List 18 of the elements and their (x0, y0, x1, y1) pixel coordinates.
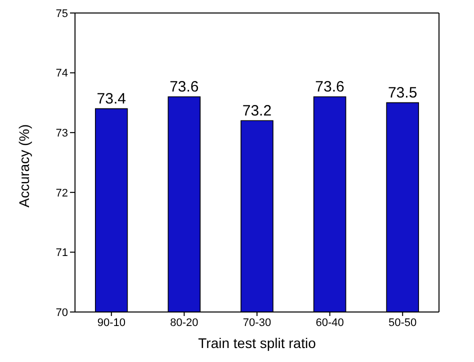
data-label: 73.2 (242, 102, 272, 120)
y-axis-title: Accuracy (%) (16, 124, 32, 208)
data-label: 73.6 (315, 78, 344, 96)
data-label: 73.5 (388, 84, 418, 102)
x-tick-label: 90-10 (97, 316, 126, 329)
x-axis-title: Train test split ratio (198, 335, 316, 351)
data-label: 73.6 (170, 78, 199, 96)
x-tick-label: 80-20 (170, 316, 198, 329)
x-tick-label: 70-30 (242, 316, 272, 329)
y-tick-label: 75 (56, 8, 68, 20)
x-tick-label: 60-40 (316, 316, 344, 329)
data-label: 73.4 (96, 90, 126, 108)
y-tick-label: 70 (56, 306, 68, 319)
y-tick-label: 71 (56, 247, 68, 260)
y-tick-label: 74 (56, 68, 68, 80)
x-tick-label: 50-50 (388, 316, 417, 329)
y-tick-label: 73 (56, 128, 68, 140)
y-tick-label: 72 (56, 187, 68, 200)
